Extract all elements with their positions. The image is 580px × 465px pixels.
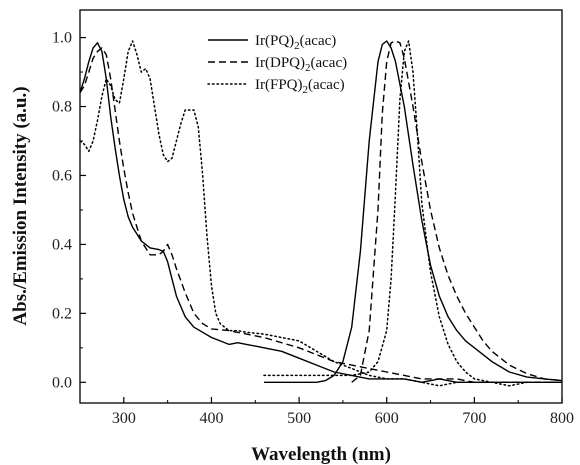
x-axis-ticks: 300 400 500 600 700 800 bbox=[79, 397, 574, 427]
x-tick-label: 400 bbox=[199, 410, 223, 427]
y-tick-label: 0.4 bbox=[52, 236, 72, 253]
plot-frame bbox=[79, 9, 563, 404]
x-tick-label: 300 bbox=[112, 410, 136, 427]
y-tick-label: 0.8 bbox=[52, 99, 72, 116]
y-axis-ticks: 0.0 0.2 0.4 0.6 0.8 1.0 bbox=[52, 30, 86, 391]
series-line-2-part-2 bbox=[351, 40, 563, 383]
x-tick-label: 800 bbox=[550, 410, 574, 427]
y-axis-title: Abs./Emission Intensity (a.u.) bbox=[10, 86, 31, 325]
series-line-3-part-2 bbox=[263, 40, 563, 387]
legend: Ir(PQ)2(acac) Ir(DPQ)2(acac) Ir(FPQ)2(acac… bbox=[207, 33, 347, 96]
legend-label-1: Ir(PQ)2(acac) bbox=[255, 33, 336, 52]
legend-label-3: Ir(FPQ)2(acac) bbox=[255, 77, 345, 96]
plot-lines bbox=[79, 40, 563, 387]
series-line-2-part-1 bbox=[79, 47, 562, 383]
legend-label-2: Ir(DPQ)2(acac) bbox=[255, 55, 347, 74]
x-tick-label: 500 bbox=[287, 410, 311, 427]
x-axis-title: Wavelength (nm) bbox=[251, 444, 391, 465]
series-line-3-part-1 bbox=[79, 40, 476, 387]
y-tick-label: 0.6 bbox=[52, 167, 72, 184]
y-tick-label: 1.0 bbox=[52, 30, 72, 47]
y-tick-label: 0.0 bbox=[52, 374, 72, 391]
series-line-1-part-2 bbox=[264, 40, 563, 383]
x-tick-label: 700 bbox=[462, 410, 486, 427]
x-tick-label: 600 bbox=[375, 410, 399, 427]
y-tick-label: 0.2 bbox=[52, 305, 72, 322]
series-line-1-part-1 bbox=[79, 42, 562, 383]
